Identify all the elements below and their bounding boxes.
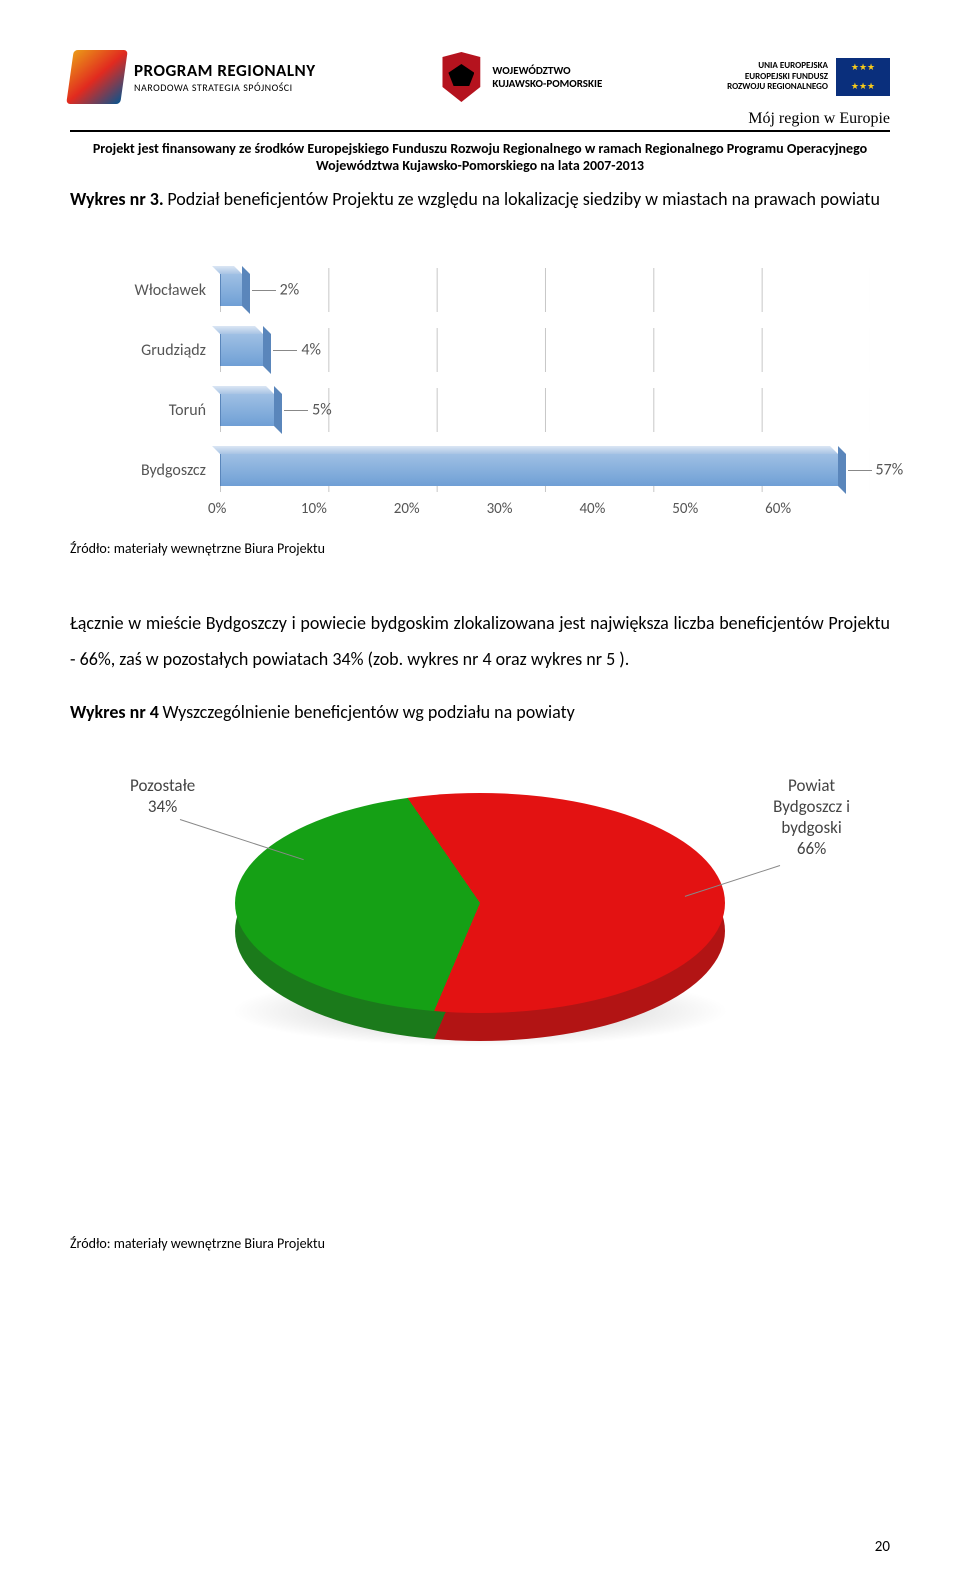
logo-ue: UNIA EUROPEJSKA EUROPEJSKI FUNDUSZ ROZWO… bbox=[727, 58, 890, 96]
pie-label-right-l1: Powiat bbox=[773, 775, 850, 796]
chart3-title-prefix: Wykres nr 3. bbox=[70, 188, 164, 210]
program-regionalny-text: PROGRAM REGIONALNY NARODOWA STRATEGIA SP… bbox=[134, 60, 316, 94]
chart3-barchart: Włocławek 2% Grudziądz 4% Toruń 5% Bydgoszcz57… bbox=[110, 260, 870, 500]
chart4-source: Źródło: materiały wewnętrzne Biura Proje… bbox=[70, 1235, 890, 1252]
x-tick: 60% bbox=[777, 500, 870, 518]
pie-label-right-l3: bydgoski bbox=[773, 817, 850, 838]
chart3-title-rest: Podział beneficjentów Projektu ze względ… bbox=[167, 188, 880, 210]
subheader-line2: Województwa Kujawsko-Pomorskiego na lata… bbox=[70, 157, 890, 174]
logo-program-regionalny: PROGRAM REGIONALNY NARODOWA STRATEGIA SP… bbox=[70, 50, 316, 104]
bar-leader bbox=[252, 290, 276, 291]
chart3-x-axis: 0%10%20%30%40%50%60% bbox=[110, 500, 870, 518]
logo-wojewodztwo: WOJEWÓDZTWO KUJAWSKO-POMORSKIE bbox=[440, 52, 602, 102]
body-paragraph: Łącznie w mieście Bydgoszczy i powiecie … bbox=[70, 605, 890, 677]
bar bbox=[220, 394, 274, 426]
bar-row: Bydgoszcz57% bbox=[110, 440, 870, 500]
x-tick: 40% bbox=[591, 500, 684, 518]
page-number: 20 bbox=[875, 1538, 890, 1556]
bar-row: Grudziądz 4% bbox=[110, 320, 870, 380]
bar-category: Toruń bbox=[110, 401, 220, 420]
chart4-title-rest: Wyszczególnienie beneficjentów wg podzia… bbox=[163, 701, 575, 723]
bar-track: 2% bbox=[220, 268, 870, 312]
bar-track: 57% bbox=[220, 448, 870, 492]
bar-row: Toruń 5% bbox=[110, 380, 870, 440]
wojewodztwo-crest-icon bbox=[440, 52, 482, 102]
wojewodztwo-line2: KUJAWSKO-POMORSKIE bbox=[492, 77, 602, 90]
bar-track: 4% bbox=[220, 328, 870, 372]
x-tick: 50% bbox=[684, 500, 777, 518]
pie-label-left-l2: 34% bbox=[130, 796, 195, 817]
header-logos: PROGRAM REGIONALNY NARODOWA STRATEGIA SP… bbox=[70, 50, 890, 104]
x-tick: 30% bbox=[499, 500, 592, 518]
bar-leader bbox=[284, 410, 308, 411]
ue-line3: ROZWOJU REGIONALNEGO bbox=[727, 82, 828, 93]
subheader-line1: Projekt jest finansowany ze środków Euro… bbox=[70, 140, 890, 157]
header-divider bbox=[70, 130, 890, 132]
bar-category: Grudziądz bbox=[110, 341, 220, 360]
chart4-title-prefix: Wykres nr 4 bbox=[70, 701, 159, 723]
bar bbox=[220, 274, 242, 306]
tagline: Mój region w Europie bbox=[70, 110, 890, 128]
program-regionalny-line2: NARODOWA STRATEGIA SPÓJNOŚCI bbox=[134, 81, 316, 94]
pie-top bbox=[235, 793, 725, 1013]
pie-label-left: Pozostałe 34% bbox=[130, 775, 195, 817]
bar-category: Włocławek bbox=[110, 281, 220, 300]
bar-value-label: 2% bbox=[280, 281, 300, 300]
program-regionalny-line1: PROGRAM REGIONALNY bbox=[134, 60, 316, 81]
bar-value-label: 5% bbox=[312, 401, 332, 420]
bar bbox=[220, 454, 838, 486]
bar-value-label: 4% bbox=[301, 341, 321, 360]
pie-label-right-l2: Bydgoszcz i bbox=[773, 796, 850, 817]
x-tick: 10% bbox=[313, 500, 406, 518]
bar-value-label: 57% bbox=[876, 461, 904, 480]
program-regionalny-icon bbox=[66, 50, 128, 104]
chart3-title: Wykres nr 3. Podział beneficjentów Proje… bbox=[70, 188, 890, 210]
x-tick: 0% bbox=[220, 500, 313, 518]
x-tick: 20% bbox=[406, 500, 499, 518]
bar-leader bbox=[848, 470, 872, 471]
chart3-source: Źródło: materiały wewnętrzne Biura Proje… bbox=[70, 540, 890, 557]
pie-label-right-l4: 66% bbox=[773, 838, 850, 859]
pie-label-right: Powiat Bydgoszcz i bydgoski 66% bbox=[773, 775, 850, 859]
bar-row: Włocławek 2% bbox=[110, 260, 870, 320]
ue-text: UNIA EUROPEJSKA EUROPEJSKI FUNDUSZ ROZWO… bbox=[727, 61, 828, 93]
pie-label-left-l1: Pozostałe bbox=[130, 775, 195, 796]
eu-flag-icon bbox=[836, 58, 890, 96]
wojewodztwo-line1: WOJEWÓDZTWO bbox=[492, 64, 602, 77]
chart4-pie: Pozostałe 34% Powiat Bydgoszcz i bydgosk… bbox=[70, 775, 890, 1115]
ue-line1: UNIA EUROPEJSKA bbox=[727, 61, 828, 72]
wojewodztwo-text: WOJEWÓDZTWO KUJAWSKO-POMORSKIE bbox=[492, 64, 602, 90]
chart4-title: Wykres nr 4 Wyszczególnienie beneficjent… bbox=[70, 701, 890, 723]
bar-track: 5% bbox=[220, 388, 870, 432]
bar-category: Bydgoszcz bbox=[110, 461, 220, 480]
bar-gridlines bbox=[220, 268, 870, 312]
bar-leader bbox=[273, 350, 297, 351]
bar bbox=[220, 334, 263, 366]
